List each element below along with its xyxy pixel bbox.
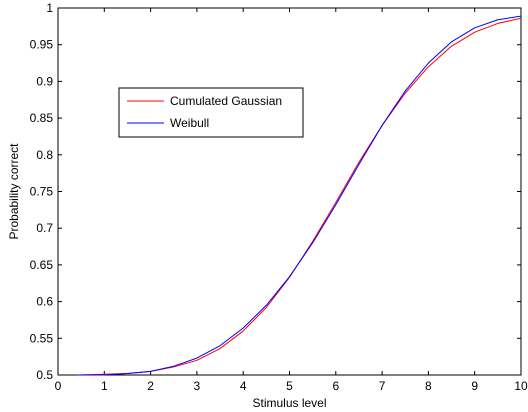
y-tick-label: 0.55 <box>30 331 54 345</box>
x-tick-label: 6 <box>332 379 339 393</box>
x-tick-label: 4 <box>240 379 247 393</box>
y-tick-label: 0.9 <box>36 74 53 88</box>
series-lines <box>76 15 522 376</box>
x-tick-label: 7 <box>379 379 386 393</box>
x-tick-label: 3 <box>194 379 201 393</box>
legend: Cumulated Gaussian Weibull <box>118 87 304 138</box>
x-tick-label: 0 <box>55 379 62 393</box>
y-tick-label: 0.7 <box>36 221 53 235</box>
plot-area <box>57 7 522 376</box>
y-tick-label: 0.85 <box>30 111 54 125</box>
y-axis-label: Probability correct <box>7 143 21 240</box>
y-tick-label: 1 <box>46 1 53 15</box>
y-tick-label: 0.6 <box>36 295 53 309</box>
y-tick-label: 0.95 <box>30 38 54 52</box>
y-tick-label: 0.65 <box>30 258 54 272</box>
series-line-weibull <box>76 15 522 376</box>
legend-box <box>118 87 304 138</box>
x-tick-label: 2 <box>147 379 154 393</box>
y-tick-label: 0.75 <box>30 185 54 199</box>
x-tick-label: 10 <box>514 379 528 393</box>
x-axis: 0 1 2 3 4 5 6 7 8 9 10 <box>55 8 528 393</box>
legend-label-cumulated-gaussian: Cumulated Gaussian <box>170 94 282 108</box>
x-tick-label: 8 <box>425 379 432 393</box>
x-tick-label: 1 <box>101 379 108 393</box>
x-tick-label: 5 <box>286 379 293 393</box>
x-tick-label: 9 <box>471 379 478 393</box>
y-tick-label: 0.5 <box>36 368 53 382</box>
y-tick-label: 0.8 <box>36 148 53 162</box>
legend-label-weibull: Weibull <box>170 116 209 130</box>
x-axis-label: Stimulus level <box>252 396 326 410</box>
y-axis: 0.5 0.55 0.6 0.65 0.7 0.75 0.8 0.85 0.9 0.95 1 <box>30 1 521 382</box>
